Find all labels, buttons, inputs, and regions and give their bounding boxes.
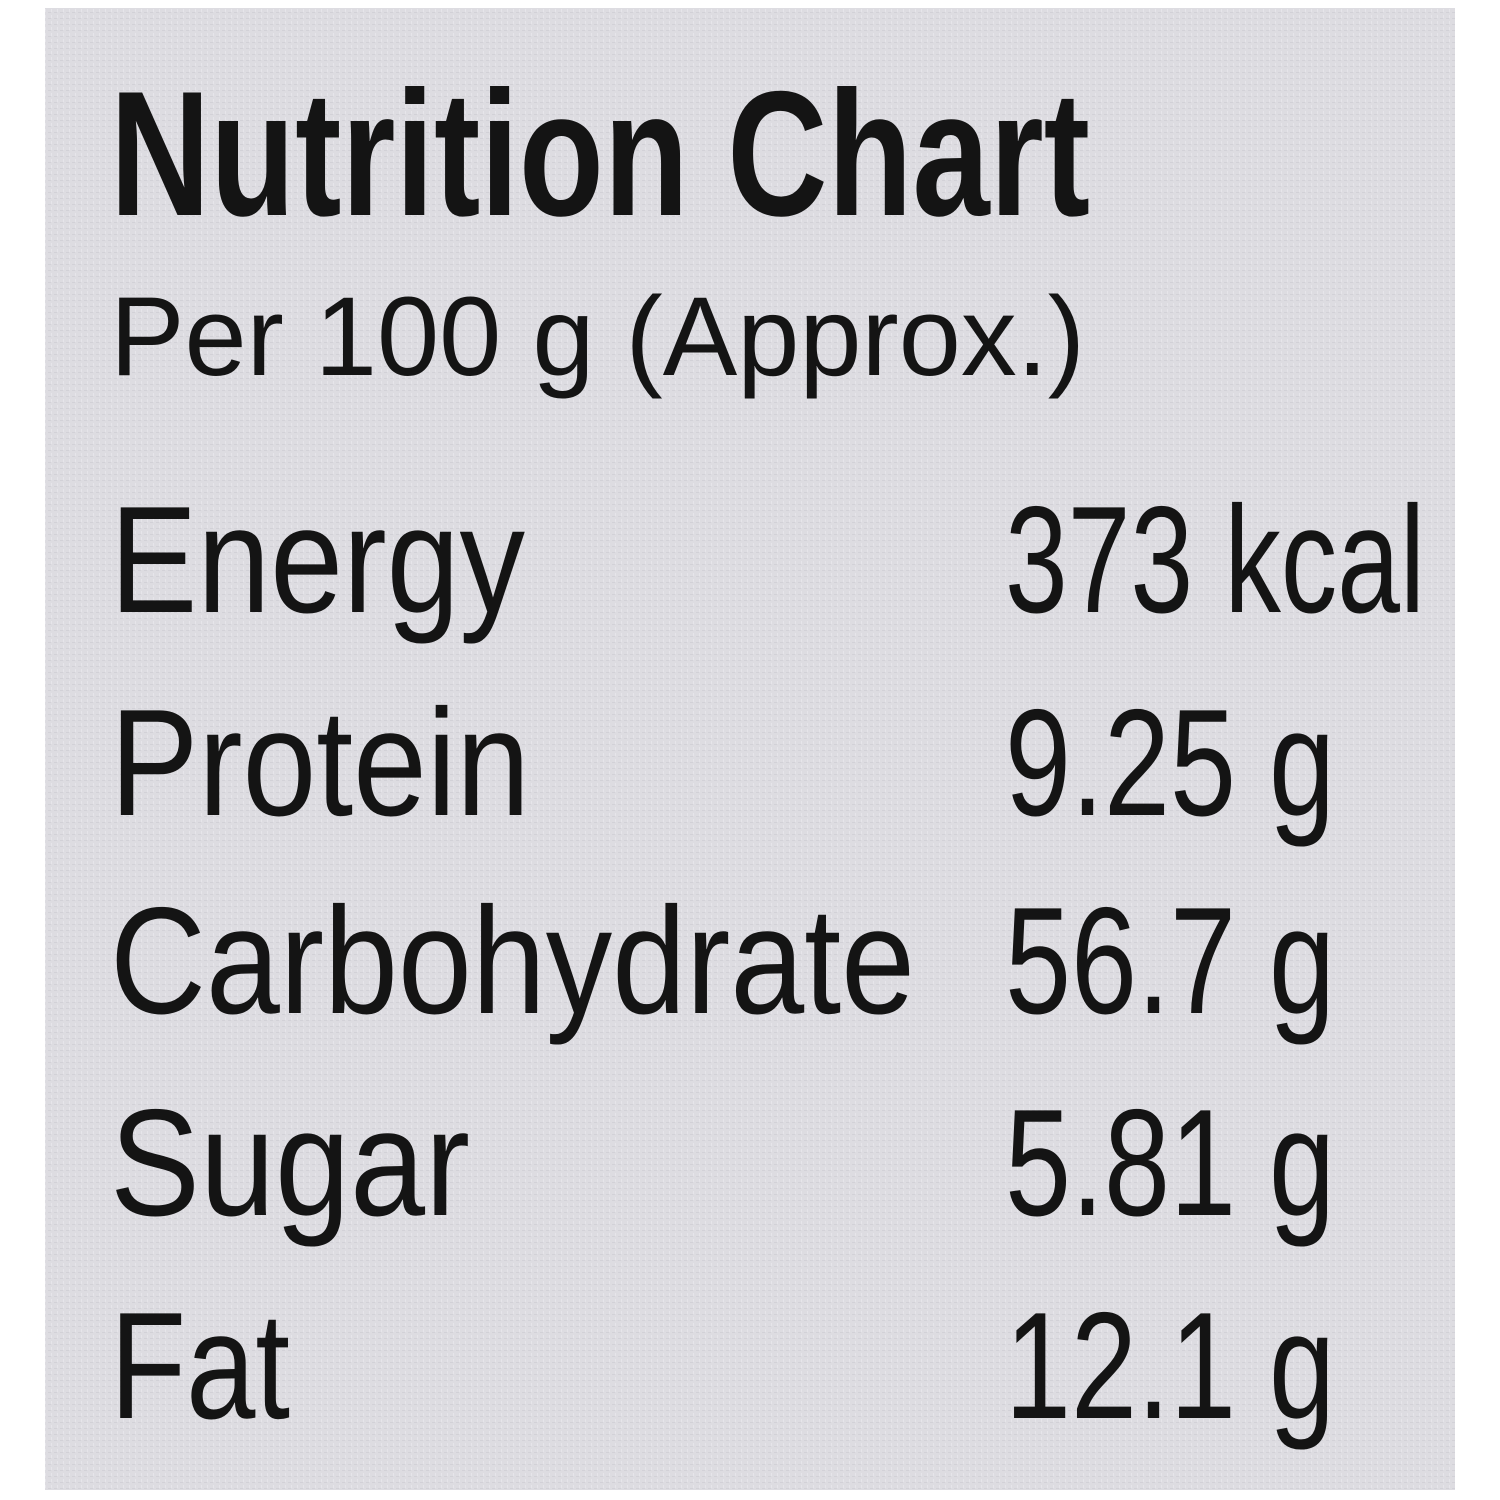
nutrient-value: 9.25 g [1005,678,1335,848]
nutrition-table: Energy 373 kcal Protein 9.25 g Carbohydrate 5… [110,475,1425,1451]
nutrient-name: Fat [110,1281,290,1451]
title: Nutrition Chart [110,54,1090,253]
nutrient-value: 56.7 g [1005,876,1335,1046]
nutrient-name: Energy [110,475,525,645]
nutrient-name: Carbohydrate [110,876,915,1046]
subtitle: Per 100 g (Approx.) [110,274,1085,399]
nutrient-name: Protein [110,678,530,848]
nutrient-value: 12.1 g [1005,1281,1335,1451]
nutrient-name: Sugar [110,1078,470,1248]
nutrient-value: 5.81 g [1005,1078,1335,1248]
fabric-panel [45,8,1455,1490]
nutrient-value: 373 kcal [1005,475,1425,645]
